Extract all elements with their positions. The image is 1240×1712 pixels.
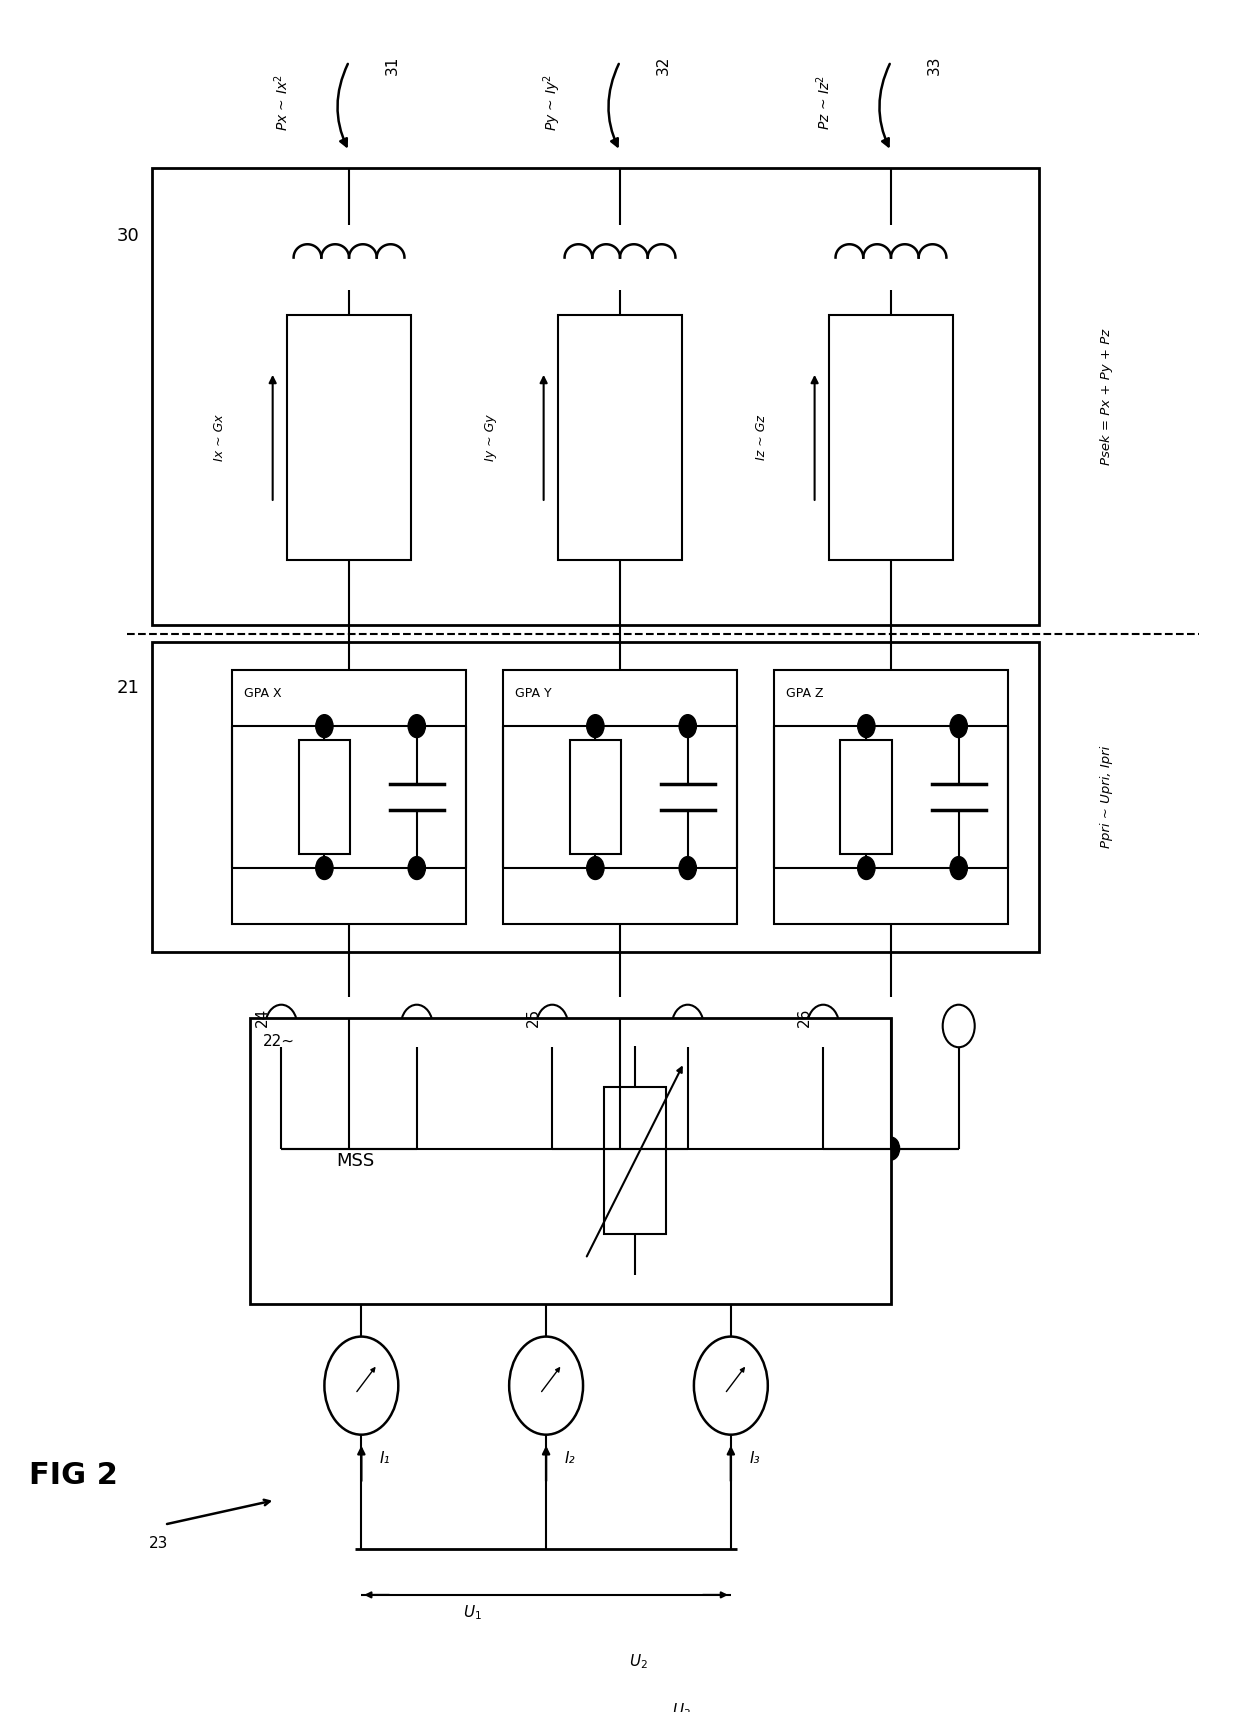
Text: 21: 21 [117,680,140,697]
Circle shape [680,1137,697,1161]
Bar [153,642,1039,952]
Text: GPA X: GPA X [244,687,281,700]
Circle shape [858,856,875,880]
Circle shape [341,1137,357,1161]
Bar [830,315,952,560]
Text: FIG 2: FIG 2 [29,1460,118,1489]
Text: I₁: I₁ [379,1452,391,1465]
Bar [232,671,466,924]
Bar [841,740,893,854]
Text: 33: 33 [926,55,941,75]
Text: MSS: MSS [337,1152,374,1169]
Text: GPA Z: GPA Z [786,687,823,700]
Text: 31: 31 [384,55,399,75]
Circle shape [401,1005,433,1048]
Text: Px ~ Ix$^2$: Px ~ Ix$^2$ [272,74,290,130]
Circle shape [942,1005,975,1048]
Bar [774,671,1008,924]
Text: GPA Y: GPA Y [516,687,552,700]
Circle shape [680,714,697,738]
Circle shape [672,1005,704,1048]
Text: 26: 26 [797,1008,812,1027]
Bar [153,168,1039,625]
Bar [569,740,621,854]
Text: Pz ~ Iz$^2$: Pz ~ Iz$^2$ [813,75,832,130]
Text: I₂: I₂ [564,1452,575,1465]
Bar [558,315,682,560]
Circle shape [950,714,967,738]
Circle shape [680,856,697,880]
Circle shape [265,1005,298,1048]
Circle shape [858,714,875,738]
Text: 30: 30 [117,228,140,245]
Text: Py ~ Iy$^2$: Py ~ Iy$^2$ [542,74,563,130]
Circle shape [611,1137,629,1161]
Text: 25: 25 [526,1008,542,1027]
Circle shape [408,856,425,880]
Text: 23: 23 [149,1536,167,1551]
Circle shape [543,1137,560,1161]
Circle shape [408,714,425,738]
Text: U$_3$: U$_3$ [672,1702,691,1712]
Text: U$_1$: U$_1$ [463,1602,481,1621]
Circle shape [316,856,334,880]
Text: 22~: 22~ [263,1034,295,1049]
Text: Iz ~ Gz: Iz ~ Gz [755,414,768,461]
Text: 24: 24 [255,1008,270,1027]
Text: U$_2$: U$_2$ [629,1652,649,1671]
Circle shape [316,714,334,738]
Bar [503,671,737,924]
Text: I₃: I₃ [749,1452,760,1465]
Bar [288,315,410,560]
Circle shape [587,856,604,880]
Circle shape [536,1005,568,1048]
Circle shape [587,714,604,738]
Circle shape [807,1005,839,1048]
Text: Ix ~ Gx: Ix ~ Gx [213,414,226,461]
Text: Iy ~ Gy: Iy ~ Gy [484,414,497,461]
Text: 32: 32 [656,55,671,75]
Bar [604,1087,666,1234]
Text: Ppri ~ Upri, Ipri: Ppri ~ Upri, Ipri [1100,746,1114,847]
Circle shape [883,1137,899,1161]
Circle shape [950,856,967,880]
Text: Psek = Px + Py + Pz: Psek = Px + Py + Pz [1100,329,1114,464]
Bar [250,1019,892,1305]
Bar [299,740,350,854]
